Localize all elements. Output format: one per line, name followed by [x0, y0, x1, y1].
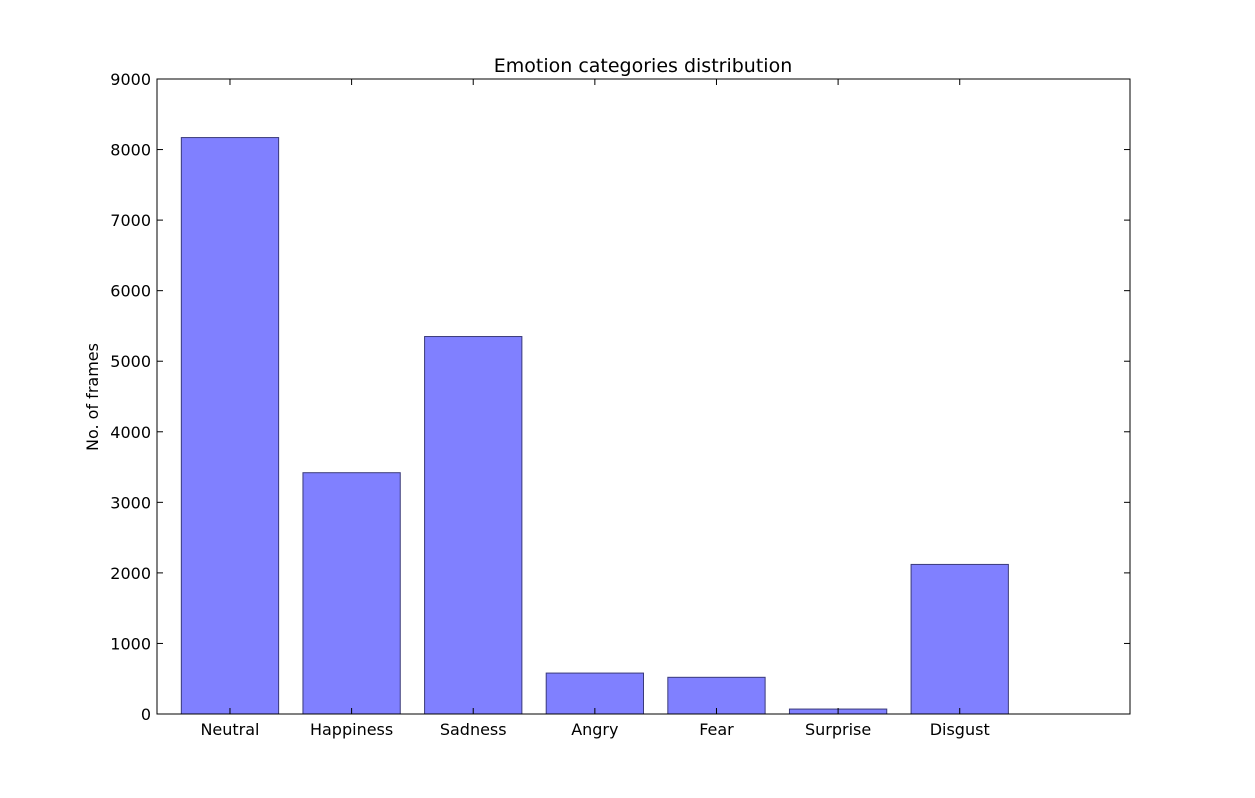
x-tick-label: Happiness: [310, 720, 393, 739]
x-tick-label: Surprise: [805, 720, 871, 739]
y-tick-label: 2000: [110, 564, 151, 583]
y-tick-label: 3000: [110, 493, 151, 512]
y-tick-label: 8000: [110, 141, 151, 160]
plot-frame: [156, 78, 1131, 715]
y-tick-label: 1000: [110, 634, 151, 653]
x-tick-label: Neutral: [200, 720, 259, 739]
ticks-layer: Neutral Happiness Sadness Angry Fear Surprise…: [110, 70, 1130, 739]
x-tick-label: Fear: [699, 720, 734, 739]
y-tick-label: 9000: [110, 70, 151, 89]
x-tick-label: Sadness: [440, 720, 507, 739]
y-axis-label: No. of frames: [83, 343, 102, 451]
x-tick-label: Disgust: [930, 720, 990, 739]
bar-angry: [545, 672, 645, 715]
x-tick-label: Angry: [571, 720, 618, 739]
y-tick-label: 0: [141, 705, 151, 724]
y-tick-label: 5000: [110, 352, 151, 371]
bars-layer: [180, 137, 1009, 715]
y-tick-label: 4000: [110, 423, 151, 442]
bar-disgust: [910, 563, 1009, 715]
y-tick-label: 6000: [110, 282, 151, 301]
y-tick-label: 7000: [110, 211, 151, 230]
bar-happiness: [302, 472, 401, 715]
chart-title: Emotion categories distribution: [494, 55, 792, 77]
bar-neutral: [180, 137, 280, 715]
bar-fear: [667, 676, 766, 715]
bar-sadness: [424, 336, 523, 715]
